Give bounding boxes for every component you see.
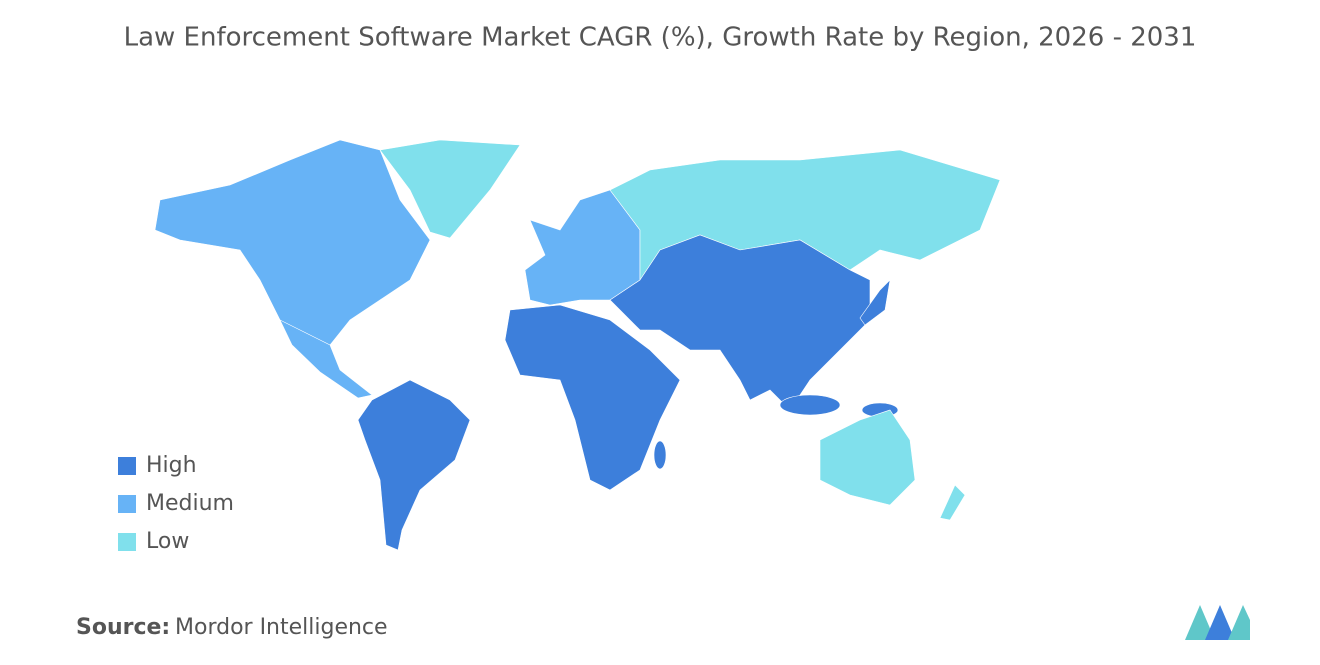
new-zealand xyxy=(939,484,966,521)
greenland xyxy=(379,139,521,239)
legend-label: Low xyxy=(146,529,189,554)
legend-label: Medium xyxy=(146,491,234,516)
madagascar xyxy=(653,440,667,470)
australia xyxy=(819,409,916,506)
indonesia xyxy=(779,394,841,416)
legend-label: High xyxy=(146,453,197,478)
south-america xyxy=(357,379,471,551)
world-map xyxy=(154,139,1001,551)
source-label: Source: xyxy=(76,615,170,640)
legend-swatch xyxy=(118,457,136,475)
title: Law Enforcement Software Market CAGR (%)… xyxy=(124,23,1197,53)
africa xyxy=(504,304,681,491)
legend-swatch xyxy=(118,533,136,551)
central-america xyxy=(279,319,373,399)
japan xyxy=(859,279,891,326)
legend: High Medium Low xyxy=(118,453,234,554)
source-text: Mordor Intelligence xyxy=(175,615,388,640)
legend-swatch xyxy=(118,495,136,513)
north-america xyxy=(154,139,431,346)
logo xyxy=(1185,605,1250,640)
